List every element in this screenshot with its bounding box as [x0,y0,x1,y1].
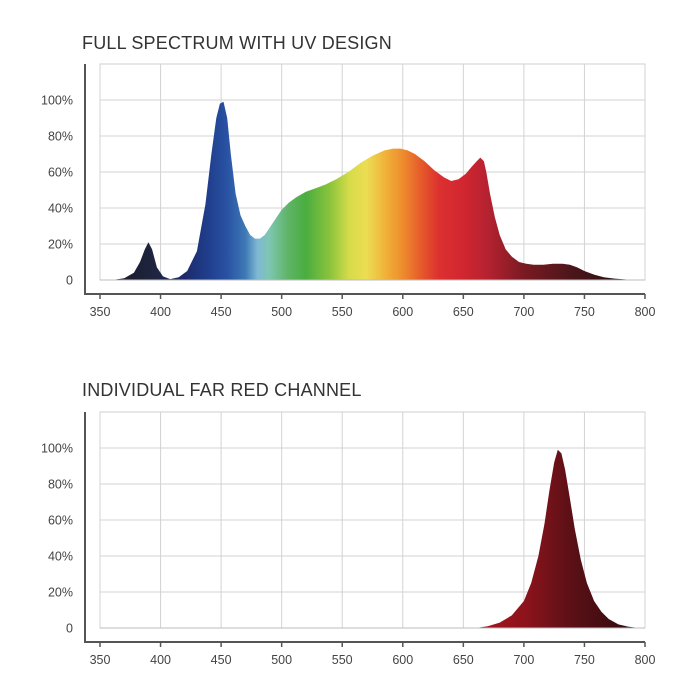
y-tick-label: 40% [48,202,73,216]
spectrum-area [475,449,639,628]
x-tick-label: 800 [635,305,656,319]
x-tick-label: 700 [513,305,534,319]
y-tick-labels: 0 20% 40% 60% 80% 100% [41,94,73,288]
y-tick-label: 60% [48,514,73,528]
full-spectrum-chart: 350 400 450 500 550 600 650 700 750 800 0 20% 40% 60%… [41,63,656,319]
x-tick-label: 700 [513,653,534,667]
x-axis: 350 400 450 500 550 600 650 700 750 800 [84,641,656,667]
x-tick-label: 450 [211,305,232,319]
y-tick-label: 100% [41,442,73,456]
x-tick-label: 600 [392,653,413,667]
y-tick-label: 40% [48,550,73,564]
x-tick-label: 650 [453,305,474,319]
y-tick-label: 80% [48,478,73,492]
x-tick-label: 550 [332,653,353,667]
x-tick-label: 750 [574,653,595,667]
y-tick-label: 0 [66,274,73,288]
x-tick-label: 500 [271,653,292,667]
x-tick-label: 350 [90,305,111,319]
x-axis: 350 400 450 500 550 600 650 700 750 800 [84,293,656,319]
x-tick-label: 800 [635,653,656,667]
y-tick-label: 20% [48,238,73,252]
x-tick-label: 450 [211,653,232,667]
x-tick-label: 600 [392,305,413,319]
y-tick-labels: 0 20% 40% 60% 80% 100% [41,442,73,636]
x-tick-label: 500 [271,305,292,319]
x-tick-label: 400 [150,305,171,319]
x-tick-label: 400 [150,653,171,667]
spectrum-area [112,101,639,280]
far-red-chart: 350 400 450 500 550 600 650 700 750 800 0 20% 40% 60%… [41,411,656,667]
y-tick-label: 20% [48,586,73,600]
chart-title-far-red: INDIVIDUAL FAR RED CHANNEL [82,380,362,400]
y-tick-label: 80% [48,130,73,144]
x-tick-label: 350 [90,653,111,667]
x-tick-label: 550 [332,305,353,319]
y-tick-label: 100% [41,94,73,108]
x-tick-label: 650 [453,653,474,667]
x-tick-label: 750 [574,305,595,319]
y-tick-label: 60% [48,166,73,180]
y-tick-label: 0 [66,622,73,636]
chart-title-full-spectrum: FULL SPECTRUM WITH UV DESIGN [82,33,392,53]
